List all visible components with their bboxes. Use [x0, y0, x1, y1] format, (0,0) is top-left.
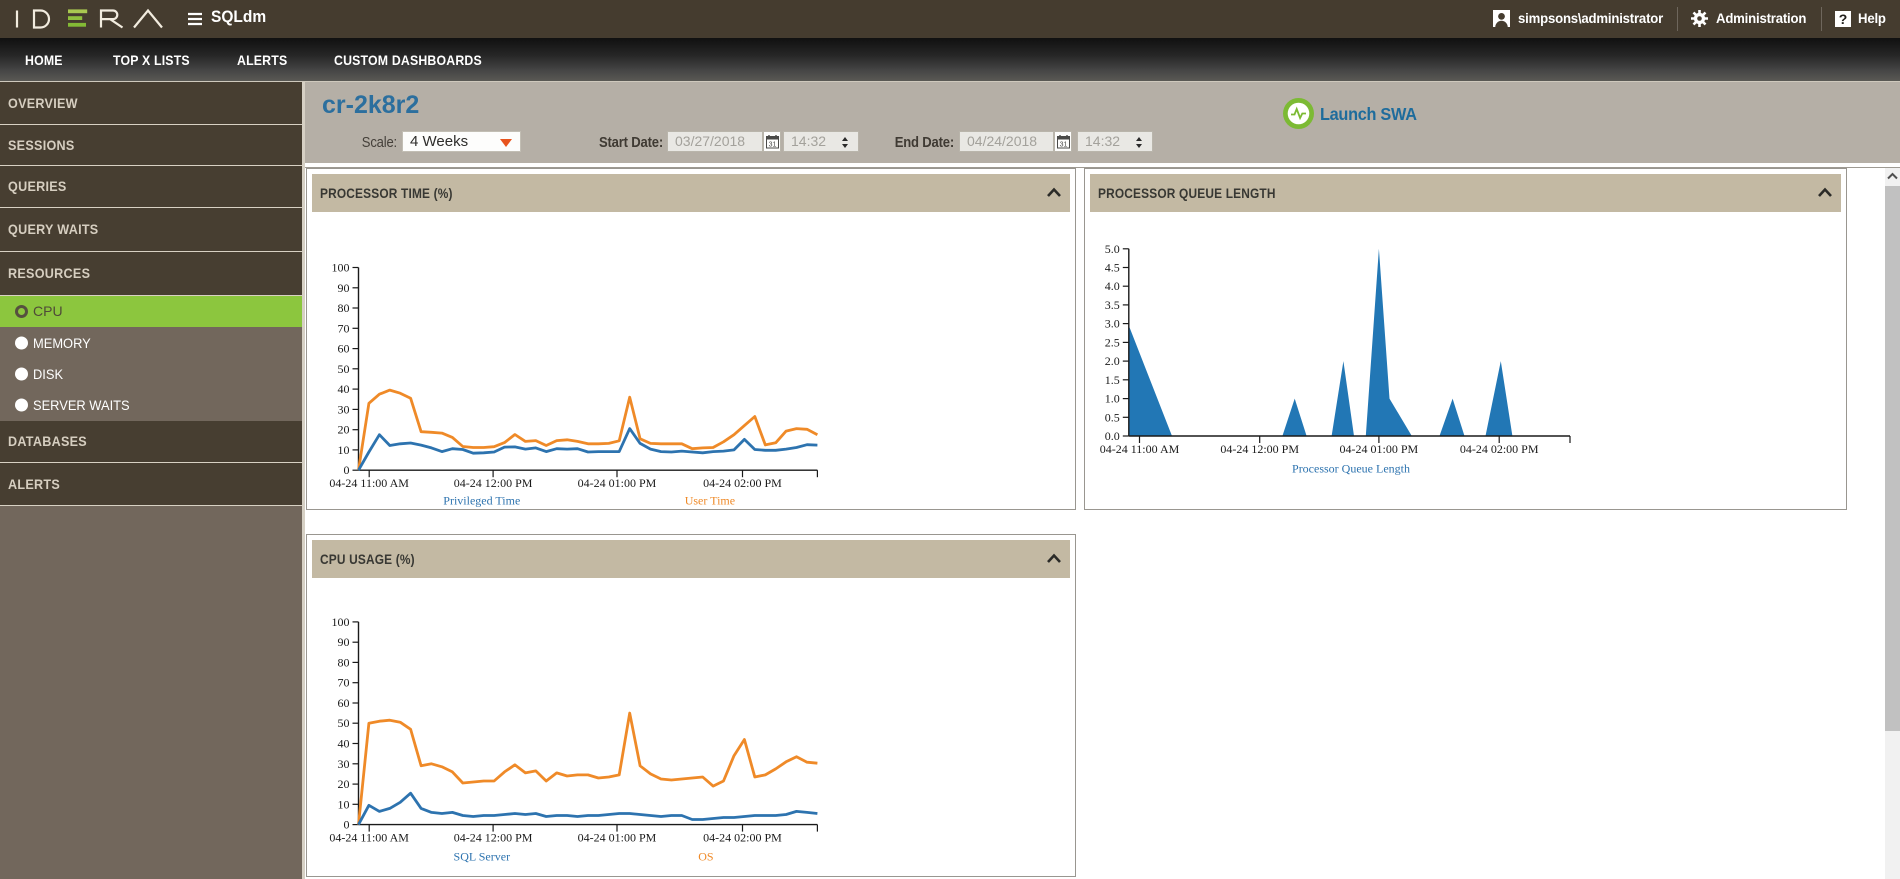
svg-text:Processor Queue Length: Processor Queue Length [1292, 462, 1410, 476]
svg-text:04-24 11:00 AM: 04-24 11:00 AM [329, 831, 409, 845]
svg-text:20: 20 [338, 423, 350, 437]
svg-text:80: 80 [338, 301, 350, 315]
svg-text:04-24 11:00 AM: 04-24 11:00 AM [1100, 442, 1180, 456]
svg-text:1.0: 1.0 [1105, 392, 1120, 406]
svg-text:30: 30 [338, 757, 350, 771]
svg-text:10: 10 [338, 797, 350, 811]
svg-text:04-24 01:00 PM: 04-24 01:00 PM [578, 831, 657, 845]
svg-text:User Time: User Time [685, 494, 735, 508]
svg-text:4.5: 4.5 [1105, 261, 1120, 275]
svg-text:2.0: 2.0 [1105, 354, 1120, 368]
svg-text:90: 90 [338, 281, 350, 295]
svg-text:2.5: 2.5 [1105, 335, 1120, 349]
svg-text:04-24 01:00 PM: 04-24 01:00 PM [1340, 442, 1419, 456]
svg-text:04-24 01:00 PM: 04-24 01:00 PM [578, 476, 657, 490]
svg-text:0.0: 0.0 [1105, 429, 1120, 443]
svg-text:0: 0 [344, 818, 350, 832]
svg-text:31: 31 [769, 142, 777, 149]
svg-text:0: 0 [344, 463, 350, 477]
svg-text:04-24 12:00 PM: 04-24 12:00 PM [454, 476, 533, 490]
svg-text:0.5: 0.5 [1105, 410, 1120, 424]
svg-text:60: 60 [338, 342, 350, 356]
svg-text:1.5: 1.5 [1105, 373, 1120, 387]
svg-text:80: 80 [338, 655, 350, 669]
svg-text:04-24 02:00 PM: 04-24 02:00 PM [703, 476, 782, 490]
svg-text:30: 30 [338, 402, 350, 416]
svg-text:70: 70 [338, 321, 350, 335]
svg-text:70: 70 [338, 676, 350, 690]
svg-text:100: 100 [332, 615, 350, 629]
svg-text:90: 90 [338, 635, 350, 649]
svg-text:31: 31 [1060, 142, 1068, 149]
svg-text:40: 40 [338, 737, 350, 751]
svg-text:5.0: 5.0 [1105, 242, 1120, 256]
svg-text:3.5: 3.5 [1105, 298, 1120, 312]
svg-text:04-24 12:00 PM: 04-24 12:00 PM [1220, 442, 1299, 456]
svg-text:4.0: 4.0 [1105, 279, 1120, 293]
svg-text:OS: OS [698, 850, 713, 864]
svg-text:04-24 02:00 PM: 04-24 02:00 PM [703, 831, 782, 845]
svg-text:40: 40 [338, 382, 350, 396]
svg-text:60: 60 [338, 696, 350, 710]
svg-text:50: 50 [338, 716, 350, 730]
svg-text:50: 50 [338, 362, 350, 376]
svg-text:04-24 11:00 AM: 04-24 11:00 AM [329, 476, 409, 490]
svg-text:Privileged Time: Privileged Time [443, 494, 520, 508]
svg-text:10: 10 [338, 443, 350, 457]
svg-text:20: 20 [338, 777, 350, 791]
svg-text:04-24 12:00 PM: 04-24 12:00 PM [454, 831, 533, 845]
svg-text:04-24 02:00 PM: 04-24 02:00 PM [1460, 442, 1539, 456]
svg-text:100: 100 [332, 261, 350, 275]
svg-text:SQL Server: SQL Server [454, 850, 511, 864]
svg-text:3.0: 3.0 [1105, 317, 1120, 331]
